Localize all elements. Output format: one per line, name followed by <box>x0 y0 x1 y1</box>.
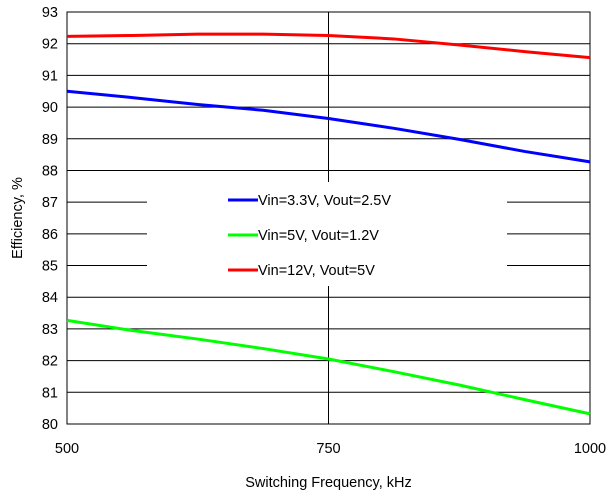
legend-label: Vin=12V, Vout=5V <box>258 263 375 279</box>
y-tick-label: 85 <box>42 259 58 275</box>
y-tick-label: 92 <box>42 37 58 53</box>
legend-label: Vin=5V, Vout=1.2V <box>258 228 379 244</box>
y-tick-label: 82 <box>42 354 58 370</box>
series-line-3 <box>66 32 591 60</box>
y-tick-label: 80 <box>42 417 58 433</box>
series-line-2 <box>66 318 591 416</box>
y-tick-label: 87 <box>42 195 58 211</box>
series-line-1 <box>66 89 591 164</box>
y-tick-label: 88 <box>42 163 58 179</box>
y-tick-label: 91 <box>42 68 58 84</box>
y-tick-label: 93 <box>42 5 58 21</box>
y-tick-label: 81 <box>42 385 58 401</box>
y-tick-label: 84 <box>42 290 58 306</box>
x-tick-label: 500 <box>55 441 79 457</box>
y-tick-label: 86 <box>42 227 58 243</box>
legend: Vin=3.3V, Vout=2.5V Vin=5V, Vout=1.2V Vin=… <box>228 193 391 279</box>
legend-background <box>147 182 507 286</box>
y-axis-label: Efficiency, % <box>10 177 26 259</box>
y-tick-label: 83 <box>42 322 58 338</box>
legend-label: Vin=3.3V, Vout=2.5V <box>258 193 391 209</box>
x-tick-label: 750 <box>316 441 340 457</box>
series-lines <box>66 32 591 416</box>
y-tick-label: 90 <box>42 100 58 116</box>
x-axis-label: Switching Frequency, kHz <box>245 475 412 491</box>
y-tick-labels: 80 81 82 83 84 85 86 87 88 89 90 91 92 93 <box>42 5 58 433</box>
y-tick-label: 89 <box>42 132 58 148</box>
plot-frame <box>66 11 591 425</box>
x-tick-labels: 500 750 1000 <box>55 441 606 457</box>
x-tick-label: 1000 <box>574 441 606 457</box>
